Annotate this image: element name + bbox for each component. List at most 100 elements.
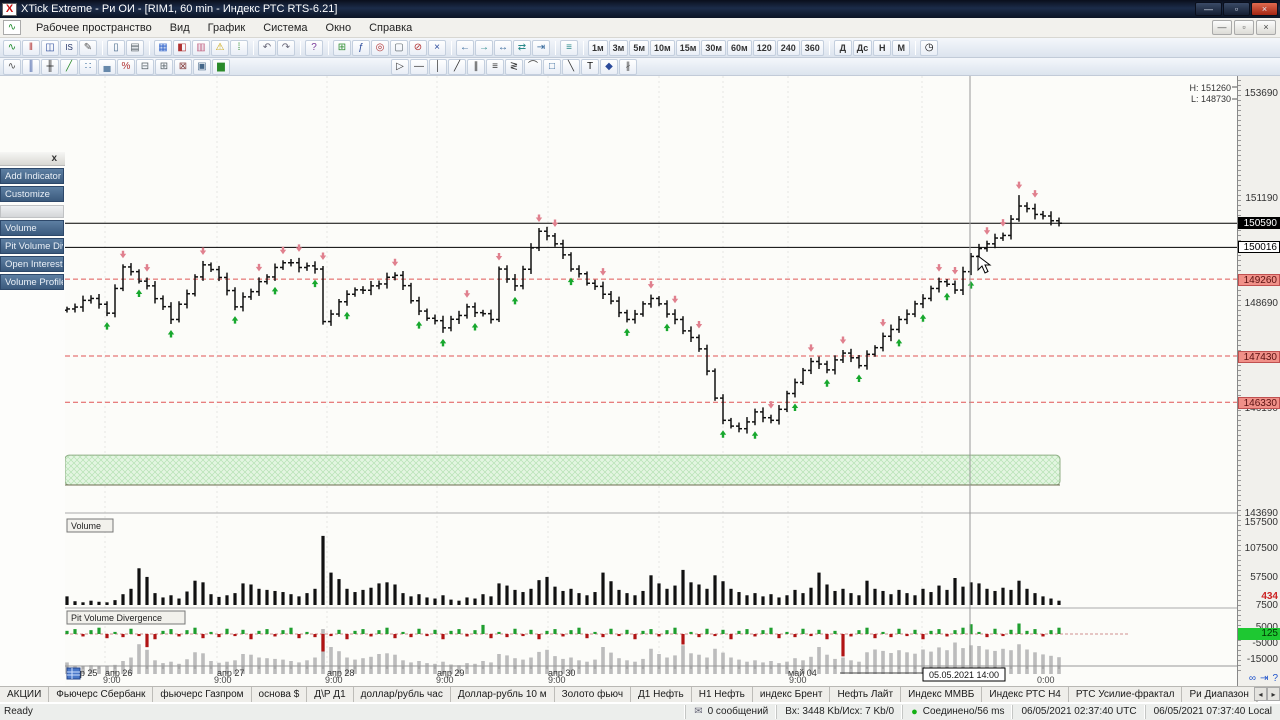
ray-tool[interactable]: ╲	[562, 58, 580, 75]
redo-icon[interactable]: ↷	[277, 39, 295, 56]
pointer-tool[interactable]: ▷	[391, 58, 409, 75]
tab-основа--[interactable]: основа $	[252, 687, 308, 702]
menu-item-4[interactable]: Окно	[325, 21, 352, 34]
price-axis[interactable]: ∞⇥? 153690151190148690146190143690157500…	[1237, 76, 1280, 686]
menu-item-0[interactable]: Рабочее пространство	[36, 21, 152, 34]
arrow-swap-icon[interactable]: ⇄	[513, 39, 531, 56]
tab-индекс-ммвб[interactable]: Индекс ММВБ	[901, 687, 983, 702]
chart-area[interactable]: Volume Pit Volume Divergence апр 25 апр 26 а…	[64, 76, 1237, 686]
axis-help-icon[interactable]: ?	[1272, 673, 1278, 684]
tab-акции[interactable]: АКЦИИ	[0, 687, 50, 702]
timeframe-button-60м[interactable]: 60м	[727, 39, 752, 56]
grid-on-icon[interactable]: ⊞	[155, 58, 173, 75]
step-into-icon[interactable]: ⇥	[1260, 673, 1269, 684]
tab-ри-диапазон[interactable]: Ри Диапазон	[1182, 687, 1257, 702]
child-restore-button[interactable]: ▫	[1234, 20, 1254, 35]
timeframe-button-120[interactable]: 120	[752, 39, 776, 56]
arc-tool[interactable]: ⌒	[524, 58, 542, 75]
trend-type-icon[interactable]: ╱	[60, 58, 78, 75]
period-button-Дс[interactable]: Дс	[852, 39, 873, 56]
bars-type-icon[interactable]: ║	[22, 58, 40, 75]
instrument-search-icon[interactable]: IS	[60, 39, 78, 56]
tab-фьючерс-газпром[interactable]: фьючерс Газпром	[153, 687, 252, 702]
area-type-icon[interactable]: ▄	[98, 58, 116, 75]
sidebar-item-add-indicator[interactable]: Add Indicator	[0, 168, 64, 184]
sidebar-item-pit-volume-dive[interactable]: Pit Volume Dive	[0, 238, 64, 254]
workspace-icon[interactable]: ∿	[3, 20, 21, 35]
line-type-icon[interactable]: ∿	[3, 58, 21, 75]
histogram-icon[interactable]: ▆	[212, 58, 230, 75]
trendline-tool[interactable]: ╱	[448, 58, 466, 75]
tab-индекс-ртс-н4[interactable]: Индекс РТС Н4	[982, 687, 1069, 702]
target-icon[interactable]: ◎	[371, 39, 389, 56]
alert-icon[interactable]: ⚠	[211, 39, 229, 56]
print-icon[interactable]: ▤	[126, 39, 144, 56]
tab-д-р-д1[interactable]: Д\Р Д1	[307, 687, 354, 702]
tab-фьючерс-сбербанк[interactable]: Фьючерс Сбербанк	[49, 687, 154, 702]
arrow-right-icon[interactable]: →	[475, 39, 493, 56]
candle-type-icon[interactable]: ╫	[41, 58, 59, 75]
zoom-fit-icon[interactable]: ⊞	[333, 39, 351, 56]
support-zone[interactable]	[64, 454, 1061, 486]
crop-icon[interactable]: ▢	[390, 39, 408, 56]
snapshot-icon[interactable]: ▣	[193, 58, 211, 75]
channel-tool[interactable]: ≷	[505, 58, 523, 75]
tab-н1-нефть[interactable]: Н1 Нефть	[692, 687, 753, 702]
timeframe-button-30м[interactable]: 30м	[701, 39, 727, 56]
rect-tool[interactable]: □	[543, 58, 561, 75]
child-close-button[interactable]: ×	[1256, 20, 1276, 35]
close-chart-icon[interactable]: ⊠	[174, 58, 192, 75]
candle-chart-icon[interactable]: ◫	[41, 39, 59, 56]
panel-icon[interactable]: ◧	[173, 39, 191, 56]
timeframe-button-1м[interactable]: 1м	[588, 39, 608, 56]
tab-scroll-right-icon[interactable]: ▸	[1267, 687, 1280, 701]
tab-доллар-рубль-час[interactable]: доллар/рубль час	[354, 687, 451, 702]
levels-tool[interactable]: ≡	[486, 58, 504, 75]
timeframe-button-5м[interactable]: 5м	[629, 39, 650, 56]
divergence-panel-label[interactable]	[66, 610, 186, 625]
child-minimize-button[interactable]: —	[1212, 20, 1232, 35]
timeframe-button-240[interactable]: 240	[776, 39, 800, 56]
close-button[interactable]: ×	[1251, 2, 1278, 16]
restore-button[interactable]: ▫	[1223, 2, 1250, 16]
timeframe-button-360[interactable]: 360	[800, 39, 824, 56]
period-button-М[interactable]: М	[892, 39, 911, 56]
clock-icon[interactable]: ◷	[920, 39, 939, 56]
menu-item-1[interactable]: Вид	[169, 21, 190, 34]
help-icon[interactable]: ?	[305, 39, 323, 56]
timeframe-button-10м[interactable]: 10м	[650, 39, 675, 56]
arrow-step-icon[interactable]: ⇥	[532, 39, 550, 56]
undo-icon[interactable]: ↶	[258, 39, 276, 56]
bar-chart-icon[interactable]: ‖	[22, 39, 40, 56]
table-icon[interactable]: ▦	[154, 39, 172, 56]
vline-tool[interactable]: │	[429, 58, 447, 75]
dots-icon[interactable]: ⁞	[230, 39, 248, 56]
volume-panel-label[interactable]	[66, 518, 114, 533]
arrow-both-icon[interactable]: ↔	[494, 39, 512, 56]
no-entry-icon[interactable]: ⊘	[409, 39, 427, 56]
arrow-left-icon[interactable]: ←	[456, 39, 474, 56]
tab-индекс-брент[interactable]: индекс Брент	[753, 687, 831, 702]
rows-icon[interactable]: ≡	[560, 39, 578, 56]
basket-icon[interactable]: ▥	[192, 39, 210, 56]
timeframe-button-3м[interactable]: 3м	[608, 39, 629, 56]
menu-item-5[interactable]: Справка	[369, 21, 413, 34]
link-icon[interactable]: ∞	[1248, 673, 1257, 684]
sidebar-item-volume[interactable]: Volume	[0, 220, 64, 236]
timeframe-button-15м[interactable]: 15м	[675, 39, 701, 56]
delete-x-icon[interactable]: ×	[428, 39, 446, 56]
shape-tool[interactable]: ◆	[600, 58, 618, 75]
period-button-Н[interactable]: Н	[873, 39, 892, 56]
function-icon[interactable]: ƒ	[352, 39, 370, 56]
tab-scroll-left-icon[interactable]: ◂	[1254, 687, 1267, 701]
tab-ртс-усилие-фрактал[interactable]: РТС Усилие-фрактал	[1069, 687, 1183, 702]
line-chart-icon[interactable]: ∿	[3, 39, 21, 56]
sidebar-item-open-interest[interactable]: Open Interest	[0, 256, 64, 272]
menu-item-3[interactable]: Система	[263, 21, 308, 34]
period-button-Д[interactable]: Д	[833, 39, 852, 56]
grid-corner-icon[interactable]	[66, 667, 81, 680]
sidebar-item-customize[interactable]: Customize	[0, 186, 64, 202]
tab-д1-нефть[interactable]: Д1 Нефть	[631, 687, 692, 702]
text-tool[interactable]: T	[581, 58, 599, 75]
price-chart[interactable]: Volume Pit Volume Divergence апр 25 апр 26 а…	[64, 76, 1237, 685]
